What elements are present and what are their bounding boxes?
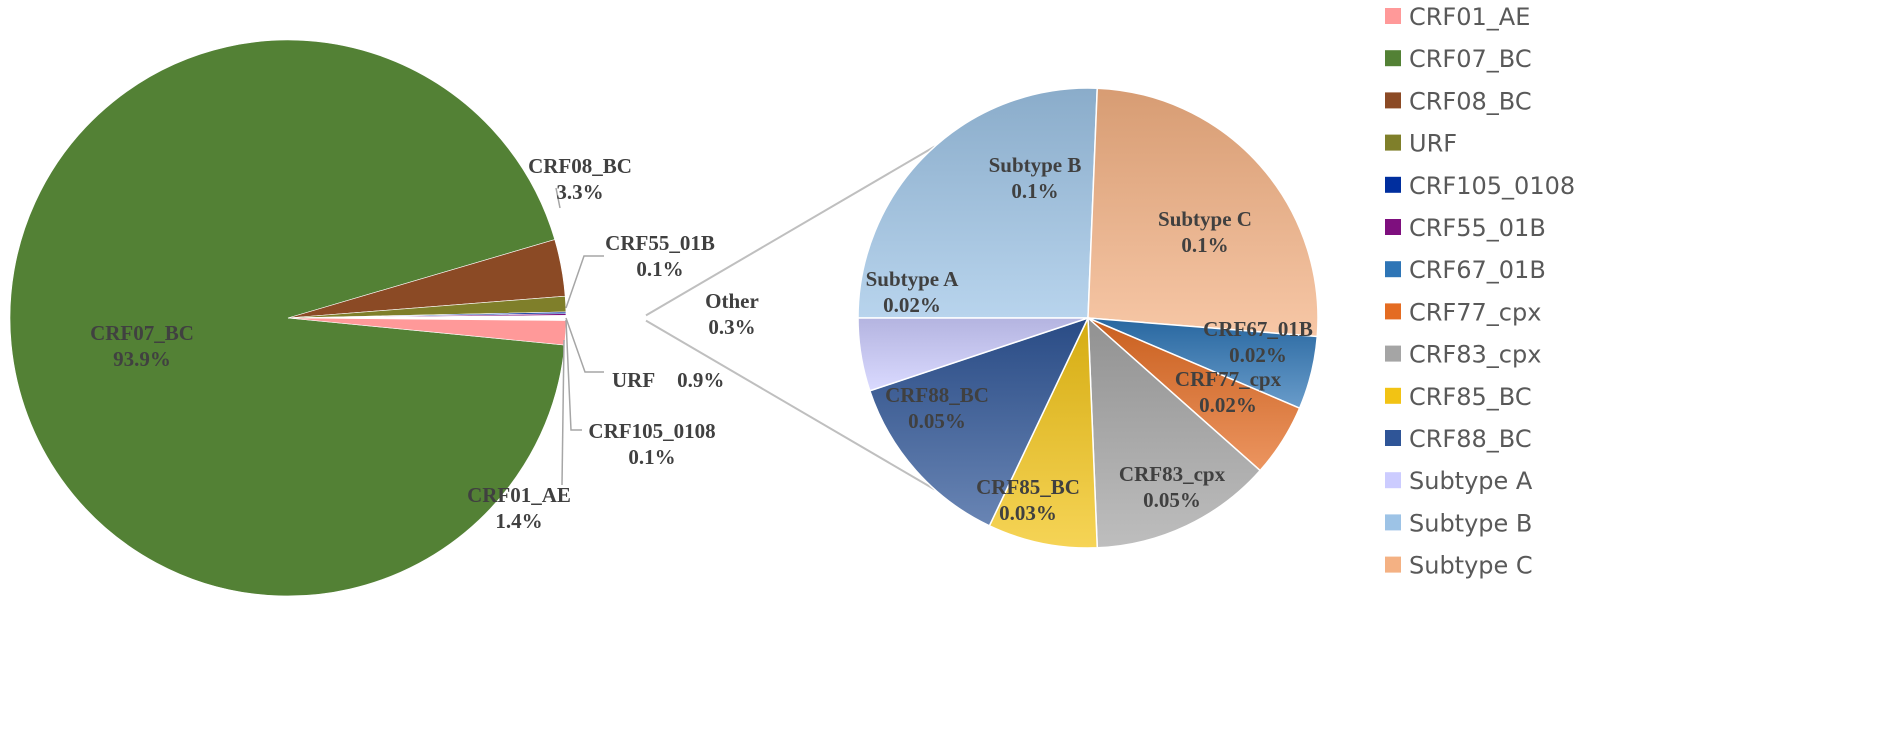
legend-swatch <box>1385 134 1401 151</box>
leader-line-crf01-ae <box>561 339 565 486</box>
sub-label-crf88-bc: CRF88_BC 0.05% <box>885 383 989 433</box>
leader-line-crf105-0108 <box>565 319 582 431</box>
sub-label-subtype-c: Subtype C 0.1% <box>1158 207 1252 257</box>
legend-swatch <box>1385 50 1401 67</box>
legend-label: CRF105_0108 <box>1409 172 1575 200</box>
sub-slice-crf83-cpx <box>1087 316 1262 549</box>
legend: CRF01_AE CRF07_BC CRF08_BC URF CRF105_0108 CR… <box>1385 3 1575 580</box>
main-label-urf: URF 0.9% <box>612 368 724 392</box>
legend-item-crf88-bc: CRF88_BC <box>1385 425 1532 453</box>
leader-line-crf55-01b <box>565 255 604 309</box>
sub-slice-crf85-bc <box>988 317 1099 549</box>
slice-labels: CRF07_BC 93.9% CRF08_BC 3.3% CRF55_01B 0.1% Ot… <box>90 153 1313 533</box>
legend-item-crf105-0108: CRF105_0108 <box>1385 172 1575 200</box>
main-label-crf07-bc: CRF07_BC 93.9% <box>90 321 194 371</box>
leader-line-urf <box>565 317 604 373</box>
legend-label: CRF83_cpx <box>1409 341 1541 369</box>
legend-label: CRF67_01B <box>1409 256 1546 284</box>
legend-label: CRF88_BC <box>1409 425 1532 453</box>
legend-item-crf08-bc: CRF08_BC <box>1385 87 1532 115</box>
legend-label: CRF07_BC <box>1409 45 1532 73</box>
connector-line-bottom <box>645 319 936 491</box>
sub-label-subtype-b: Subtype B 0.1% <box>989 153 1082 203</box>
legend-swatch <box>1385 556 1401 573</box>
legend-item-crf67-01b: CRF67_01B <box>1385 256 1546 284</box>
connector-line-top <box>645 145 936 317</box>
legend-item-crf07-bc: CRF07_BC <box>1385 45 1532 73</box>
legend-swatch <box>1385 472 1401 489</box>
sub-slice-subtype-c <box>1087 87 1319 338</box>
legend-label: CRF77_cpx <box>1409 298 1541 326</box>
main-label-crf08-bc: CRF08_BC 3.3% <box>528 154 632 204</box>
legend-swatch <box>1385 219 1401 235</box>
sub-slice-subtype-b <box>857 87 1099 319</box>
main-slice-crf07-bc <box>9 39 566 597</box>
legend-item-crf83-cpx: CRF83_cpx <box>1385 341 1541 369</box>
legend-item-subtype-b: Subtype B <box>1385 509 1532 537</box>
main-label-other: Other 0.3% <box>705 289 759 339</box>
legend-swatch <box>1385 345 1401 362</box>
main-pie <box>9 39 567 597</box>
legend-label: CRF08_BC <box>1409 87 1532 115</box>
legend-swatch <box>1385 92 1401 109</box>
sub-label-crf77-cpx: CRF77_cpx 0.02% <box>1175 367 1282 417</box>
legend-swatch <box>1385 430 1401 446</box>
sub-label-crf83-cpx: CRF83_cpx 0.05% <box>1119 462 1226 512</box>
legend-item-crf77-cpx: CRF77_cpx <box>1385 298 1541 326</box>
legend-swatch <box>1385 514 1401 531</box>
main-label-crf105-0108: CRF105_0108 0.1% <box>588 419 715 469</box>
main-label-crf55-01b: CRF55_01B 0.1% <box>605 231 715 281</box>
legend-swatch <box>1385 387 1401 404</box>
legend-item-urf: URF <box>1385 130 1457 158</box>
legend-swatch <box>1385 8 1401 24</box>
sub-slice-crf88-bc <box>868 316 1090 527</box>
legend-item-crf55-01b: CRF55_01B <box>1385 214 1546 242</box>
sub-label-crf85-bc: CRF85_BC 0.03% <box>976 475 1080 525</box>
legend-swatch <box>1385 303 1401 320</box>
leader-lines <box>555 187 604 486</box>
legend-item-crf85-bc: CRF85_BC <box>1385 383 1532 411</box>
legend-swatch <box>1385 176 1401 193</box>
legend-label: CRF55_01B <box>1409 214 1546 242</box>
main-label-crf01-ae: CRF01_AE 1.4% <box>467 483 571 533</box>
legend-label: Subtype A <box>1409 467 1533 495</box>
legend-item-subtype-c: Subtype C <box>1385 552 1533 580</box>
sub-slice-subtype-a <box>857 317 1089 392</box>
sub-label-subtype-a: Subtype A 0.02% <box>866 267 960 317</box>
legend-label: Subtype B <box>1409 509 1532 537</box>
legend-swatch <box>1385 261 1401 278</box>
legend-label: URF <box>1409 130 1457 158</box>
legend-label: CRF01_AE <box>1409 3 1530 31</box>
leader-line-crf08-bc <box>555 187 561 209</box>
legend-label: CRF85_BC <box>1409 383 1532 411</box>
legend-item-subtype-a: Subtype A <box>1385 467 1533 495</box>
sub-pie <box>857 87 1319 549</box>
legend-item-crf01-ae: CRF01_AE <box>1385 3 1530 31</box>
legend-label: Subtype C <box>1409 552 1533 580</box>
connector-lines <box>645 145 936 491</box>
sub-label-crf67-01b: CRF67_01B 0.02% <box>1203 317 1313 367</box>
